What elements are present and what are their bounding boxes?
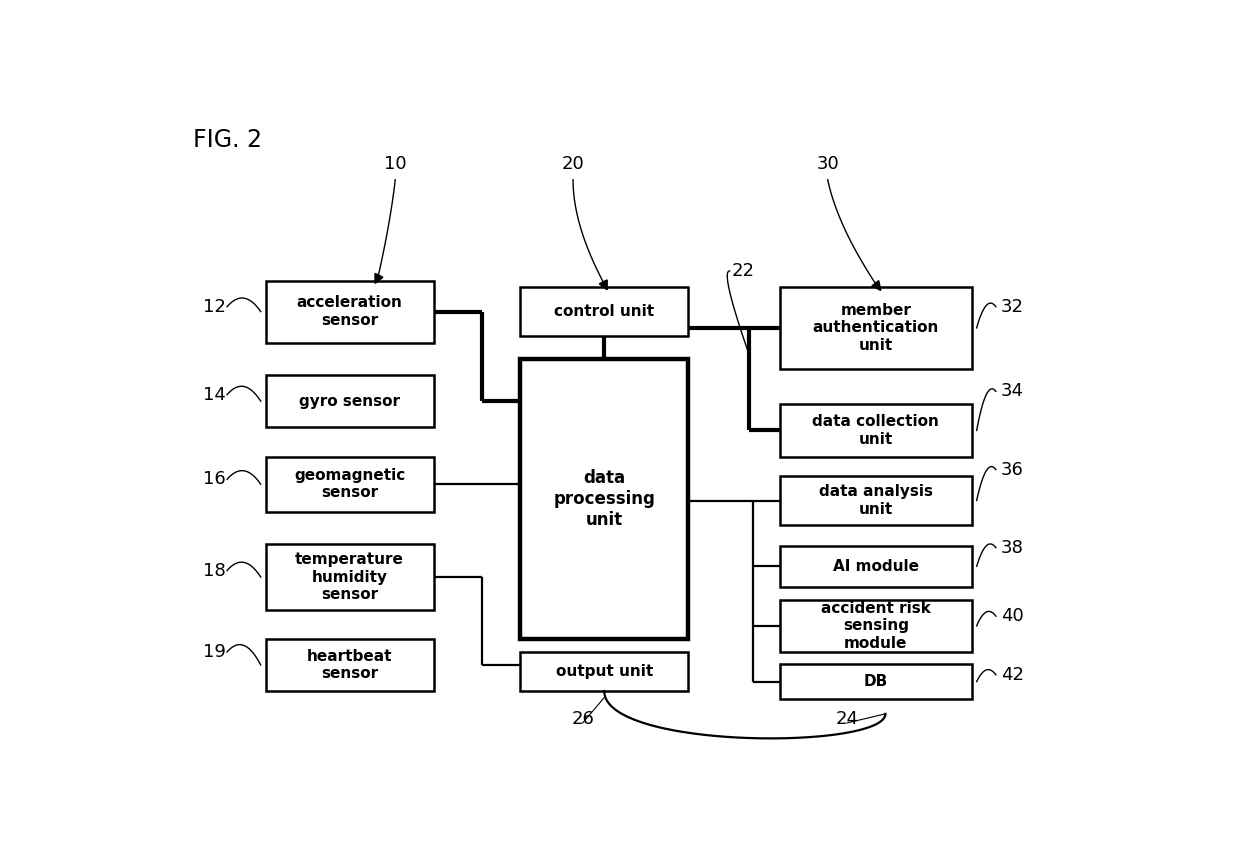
Text: 42: 42	[1001, 666, 1024, 684]
FancyBboxPatch shape	[265, 375, 434, 427]
Text: 18: 18	[203, 562, 226, 580]
FancyBboxPatch shape	[780, 476, 972, 525]
Text: 14: 14	[203, 386, 226, 404]
Text: AI module: AI module	[833, 559, 919, 574]
Text: 34: 34	[1001, 382, 1024, 400]
FancyBboxPatch shape	[780, 546, 972, 587]
FancyBboxPatch shape	[265, 457, 434, 512]
FancyBboxPatch shape	[521, 652, 688, 691]
FancyBboxPatch shape	[780, 287, 972, 369]
Text: DB: DB	[863, 674, 888, 689]
Text: data analysis
unit: data analysis unit	[818, 484, 932, 517]
FancyBboxPatch shape	[265, 545, 434, 610]
FancyBboxPatch shape	[265, 281, 434, 343]
Text: data collection
unit: data collection unit	[812, 415, 939, 447]
FancyBboxPatch shape	[780, 664, 972, 699]
Text: heartbeat
sensor: heartbeat sensor	[306, 649, 392, 681]
Text: acceleration
sensor: acceleration sensor	[296, 295, 403, 327]
Text: output unit: output unit	[556, 664, 653, 679]
Text: accident risk
sensing
module: accident risk sensing module	[821, 601, 931, 651]
Text: gyro sensor: gyro sensor	[299, 393, 401, 409]
Text: control unit: control unit	[554, 304, 655, 319]
FancyBboxPatch shape	[780, 404, 972, 457]
Text: 26: 26	[572, 710, 594, 728]
Text: temperature
humidity
sensor: temperature humidity sensor	[295, 552, 404, 602]
Text: 32: 32	[1001, 298, 1024, 316]
Text: data
processing
unit: data processing unit	[553, 469, 655, 529]
FancyBboxPatch shape	[265, 639, 434, 691]
Text: 30: 30	[816, 155, 839, 173]
Text: 24: 24	[836, 710, 858, 728]
Text: 36: 36	[1001, 460, 1023, 479]
Text: 19: 19	[203, 643, 226, 661]
Text: geomagnetic
sensor: geomagnetic sensor	[294, 468, 405, 501]
Text: FIG. 2: FIG. 2	[193, 128, 263, 151]
Text: 22: 22	[732, 262, 755, 280]
Text: 12: 12	[203, 298, 226, 316]
Text: 16: 16	[203, 470, 226, 488]
Text: 40: 40	[1001, 607, 1023, 625]
Text: 38: 38	[1001, 539, 1023, 557]
FancyBboxPatch shape	[521, 359, 688, 639]
Text: member
authentication
unit: member authentication unit	[812, 303, 939, 353]
Text: 20: 20	[562, 155, 584, 173]
FancyBboxPatch shape	[780, 600, 972, 652]
Text: 10: 10	[384, 155, 407, 173]
FancyBboxPatch shape	[521, 287, 688, 336]
